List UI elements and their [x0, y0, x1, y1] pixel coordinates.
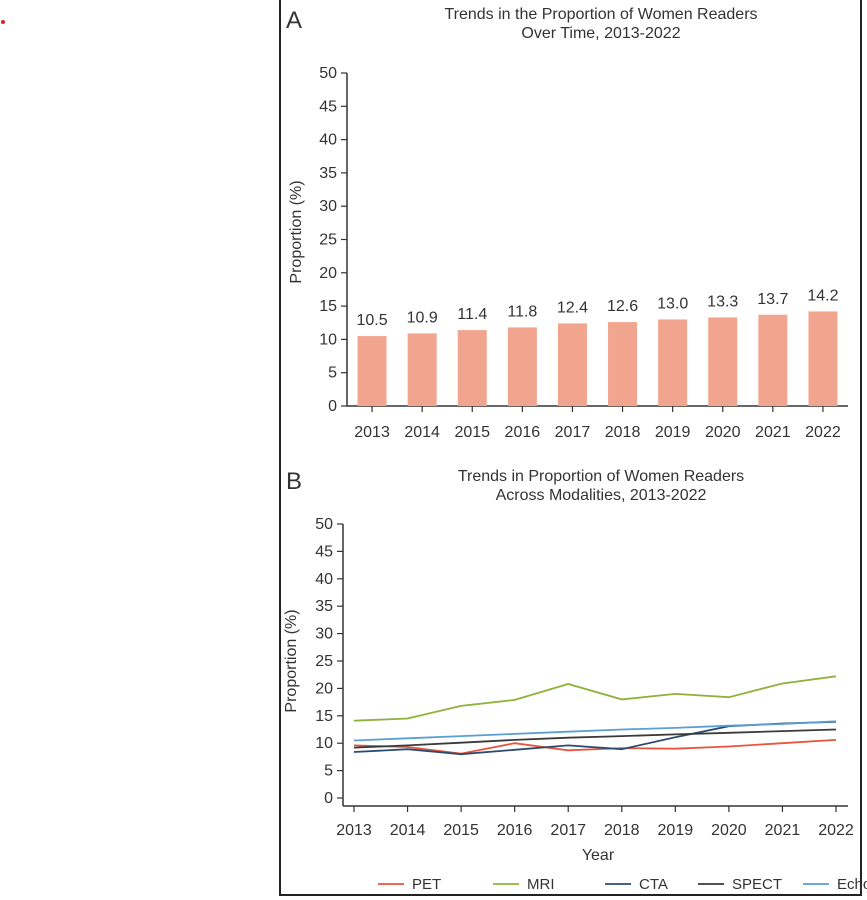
panel-b-lines	[353, 675, 837, 756]
panel-a-letter: A	[286, 7, 302, 34]
red-dot-marker	[1, 20, 5, 24]
panel-b-x-tick-label: 2017	[550, 822, 586, 839]
panel-b-y-axis-label: Proportion (%)	[283, 609, 300, 712]
panel-a-bar	[608, 322, 638, 406]
panel-a-y-tick-label: 15	[319, 298, 337, 315]
panel-b-x-tick-label: 2014	[390, 822, 426, 839]
panel-b-x-axis: 2013 2014 2015 2016 2017 2018 2019 2020 2021 2022	[336, 805, 854, 839]
panel-a-y-tick-label: 45	[319, 98, 337, 115]
panel-a-y-tick-label: 10	[319, 331, 337, 348]
panel-a-bar	[557, 323, 587, 406]
panel-b-y-tick-label: 30	[315, 626, 333, 643]
panel-a-subtitle: Over Time, 2013-2022	[521, 25, 680, 42]
legend-label-pet: PET	[412, 876, 441, 893]
panel-a-data-label: 11.4	[457, 306, 487, 323]
panel-a-y-tick-label: 25	[319, 232, 337, 249]
panel-a-y-tick-label: 35	[319, 165, 337, 182]
panel-a-y-tick-label: 20	[319, 265, 337, 282]
panel-b-y-tick-label: 45	[315, 543, 333, 560]
panel-b-y-tick-label: 35	[315, 598, 333, 615]
panel-b-x-tick-label: 2015	[443, 822, 479, 839]
panel-a-title: Trends in the Proportion of Women Reader…	[444, 6, 757, 23]
panel-a-x-tick-label: 2019	[655, 424, 691, 441]
panel-b-x-tick-label: 2013	[336, 822, 372, 839]
panel-a-x-axis: 2013 2014 2015 2016 2017 2018 2019 2020 2021 2022	[347, 405, 848, 441]
panel-a-y-axis-label: Proportion (%)	[288, 180, 305, 283]
panel-b-x-axis-label: Year	[582, 847, 615, 864]
panel-b-subtitle: Across Modalities, 2013-2022	[496, 487, 707, 504]
panel-b-title: Trends in Proportion of Women Readers	[458, 468, 744, 485]
panel-b-series-line-spect	[353, 728, 837, 749]
panel-a-data-label: 13.3	[707, 293, 738, 310]
panel-a-y-tick-label: 0	[328, 398, 337, 415]
panel-b-series-line-mri	[353, 675, 837, 722]
panel-a-x-tick-label: 2022	[805, 424, 841, 441]
legend-label-echo: Echo	[837, 876, 867, 893]
panel-b-y-tick-label: 10	[315, 735, 333, 752]
panel-a-bar	[658, 319, 688, 406]
panel-a-data-label: 14.2	[807, 287, 838, 304]
panel-b-series-line-pet	[353, 739, 837, 755]
panel-a-x-tick-label: 2021	[755, 424, 791, 441]
panel-b-x-tick-label: 2019	[658, 822, 694, 839]
panel-a-bar	[808, 311, 838, 406]
panel-b-y-tick-label: 20	[315, 680, 333, 697]
panel-a-data-label: 11.8	[507, 303, 537, 320]
panel-b-x-tick-label: 2018	[604, 822, 640, 839]
panel-a-y-tick-label: 40	[319, 132, 337, 149]
panel-a-bars: 10.5 10.9 11.4 11.8 12.4 12.6 13.0 13.3 13.7 14.2	[356, 287, 839, 406]
panel-a-bar	[758, 314, 788, 406]
panel-a-x-tick-label: 2017	[555, 424, 591, 441]
panel-a: A Trends in the Proportion of Women Read…	[286, 6, 848, 441]
panel-b-y-tick-label: 15	[315, 708, 333, 725]
panel-b-x-tick-label: 2020	[711, 822, 747, 839]
panel-b-y-tick-label: 40	[315, 571, 333, 588]
panel-b-series-line-echo	[353, 720, 837, 742]
panel-a-bar	[708, 317, 738, 406]
panel-a-bar	[457, 330, 487, 406]
panel-a-y-axis: 0 5 10 15 20 25 30 35 40 45 50	[319, 65, 348, 415]
legend-label-spect: SPECT	[732, 876, 782, 893]
panel-a-data-label: 12.4	[557, 299, 588, 316]
panel-a-y-tick-label: 30	[319, 198, 337, 215]
panel-a-y-tick-label: 5	[328, 365, 337, 382]
panel-b-y-tick-label: 5	[324, 763, 333, 780]
panel-a-bar	[357, 336, 387, 406]
panel-a-x-tick-label: 2020	[705, 424, 741, 441]
legend-label-mri: MRI	[527, 876, 555, 893]
panel-b-letter: B	[286, 468, 302, 495]
panel-a-data-label: 10.9	[407, 309, 438, 326]
panel-a-data-label: 12.6	[607, 298, 638, 315]
panel-a-bar	[507, 327, 537, 406]
panel-b-x-tick-label: 2021	[765, 822, 801, 839]
panel-a-x-tick-label: 2016	[505, 424, 541, 441]
panel-a-y-tick-label: 50	[319, 65, 337, 82]
panel-a-data-label: 13.0	[657, 295, 688, 312]
panel-a-x-tick-label: 2014	[404, 424, 440, 441]
panel-a-data-label: 10.5	[356, 312, 387, 329]
panel-b-y-axis: 0 5 10 15 20 25 30 35 40 45 50	[315, 516, 344, 807]
panel-b-y-tick-label: 50	[315, 516, 333, 533]
legend-label-cta: CTA	[639, 876, 668, 893]
panel-a-x-tick-label: 2018	[605, 424, 641, 441]
panel-a-data-label: 13.7	[757, 291, 788, 308]
panel-b-y-tick-label: 25	[315, 653, 333, 670]
panel-b-y-tick-label: 0	[324, 790, 333, 807]
panel-b-x-tick-label: 2022	[818, 822, 854, 839]
panel-b-x-tick-label: 2016	[497, 822, 533, 839]
panel-a-x-tick-label: 2015	[454, 424, 490, 441]
figure-frame	[279, 0, 862, 896]
panel-a-bar	[407, 333, 437, 406]
panel-a-x-tick-label: 2013	[354, 424, 390, 441]
panel-b-legend: PET MRI CTA SPECT Echo	[378, 876, 867, 893]
panel-b: B Trends in Proportion of Women Readers …	[283, 468, 867, 893]
